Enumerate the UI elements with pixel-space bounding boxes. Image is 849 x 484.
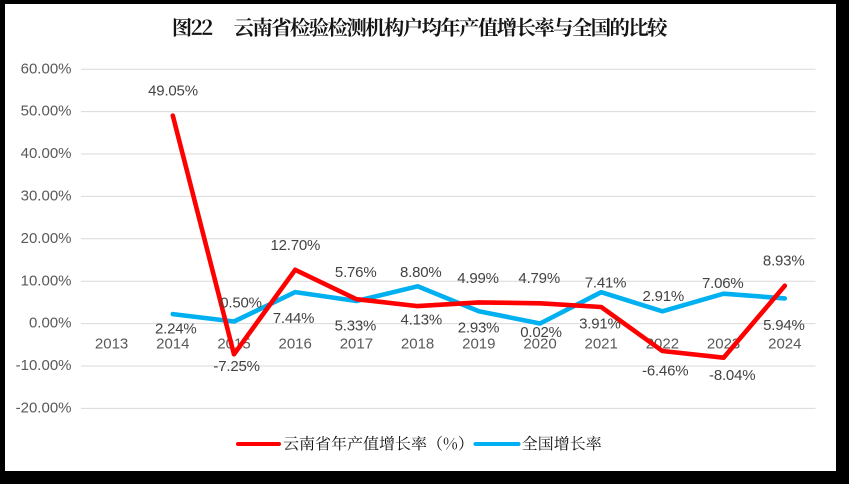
svg-text:49.05%: 49.05%	[148, 83, 198, 100]
svg-text:2.93%: 2.93%	[458, 319, 500, 336]
svg-text:-7.25%: -7.25%	[213, 358, 259, 375]
svg-text:2013: 2013	[95, 336, 128, 353]
svg-text:5.94%: 5.94%	[763, 317, 805, 334]
svg-text:8.93%: 8.93%	[763, 252, 805, 269]
svg-text:2022: 2022	[646, 336, 679, 353]
svg-text:8.80%: 8.80%	[400, 264, 442, 281]
svg-text:2020: 2020	[523, 336, 556, 353]
svg-text:4.13%: 4.13%	[401, 312, 443, 329]
svg-text:0.50%: 0.50%	[220, 294, 262, 311]
svg-text:0.02%: 0.02%	[520, 324, 562, 341]
svg-text:5.33%: 5.33%	[335, 318, 377, 335]
svg-text:60.00%: 60.00%	[21, 60, 72, 77]
svg-text:10.00%: 10.00%	[21, 272, 72, 289]
svg-text:-6.46%: -6.46%	[642, 362, 688, 379]
svg-text:2016: 2016	[279, 336, 312, 353]
svg-text:40.00%: 40.00%	[21, 145, 72, 162]
svg-text:5.76%: 5.76%	[335, 264, 377, 281]
svg-text:20.00%: 20.00%	[21, 230, 72, 247]
svg-text:12.70%: 12.70%	[270, 237, 320, 254]
svg-text:7.41%: 7.41%	[585, 275, 627, 292]
svg-text:-8.04%: -8.04%	[709, 367, 755, 384]
svg-text:7.06%: 7.06%	[702, 275, 744, 292]
svg-text:0.00%: 0.00%	[29, 315, 72, 332]
svg-text:3.91%: 3.91%	[579, 315, 621, 332]
svg-text:-10.00%: -10.00%	[16, 357, 72, 374]
svg-text:2014: 2014	[156, 336, 189, 353]
svg-text:7.44%: 7.44%	[273, 310, 315, 327]
svg-text:4.79%: 4.79%	[518, 270, 560, 287]
svg-text:2018: 2018	[401, 336, 434, 353]
svg-text:2.24%: 2.24%	[155, 320, 197, 337]
svg-text:2019: 2019	[462, 336, 495, 353]
svg-text:50.00%: 50.00%	[21, 103, 72, 120]
svg-text:2021: 2021	[585, 336, 618, 353]
svg-text:2024: 2024	[768, 336, 801, 353]
svg-text:4.99%: 4.99%	[457, 270, 499, 287]
svg-text:30.00%: 30.00%	[21, 188, 72, 205]
svg-text:-20.00%: -20.00%	[16, 400, 72, 417]
svg-text:2.91%: 2.91%	[643, 288, 685, 305]
svg-text:2017: 2017	[340, 336, 373, 353]
